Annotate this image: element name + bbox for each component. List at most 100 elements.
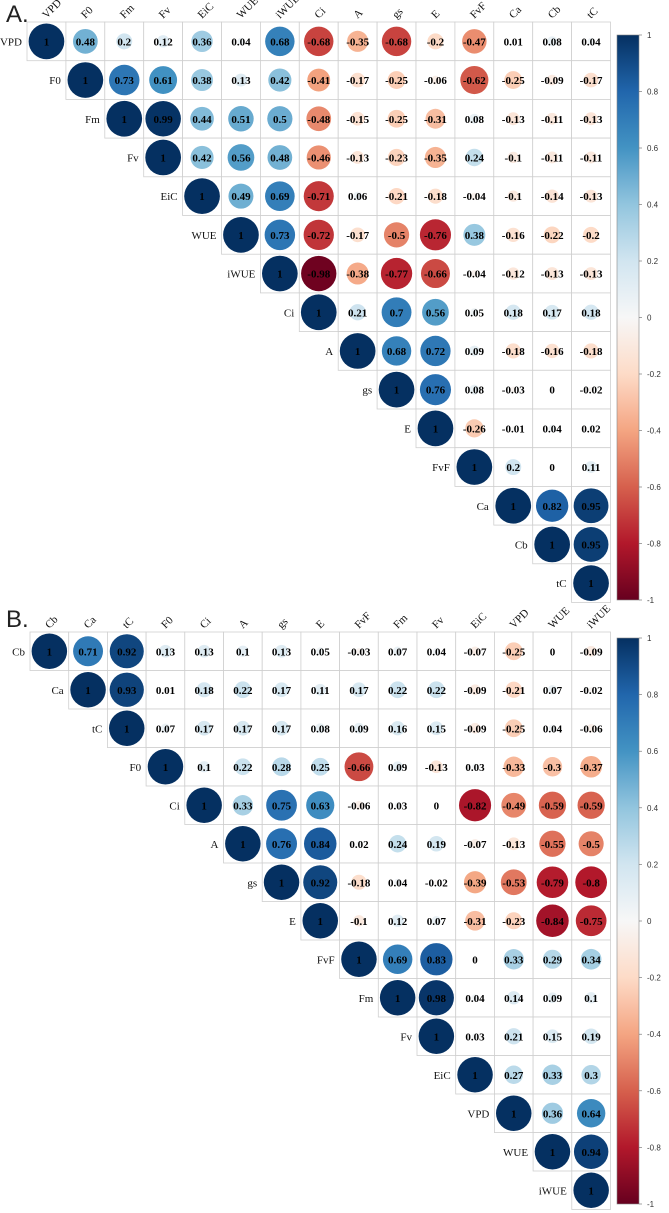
- correlation-circle: [341, 941, 377, 977]
- correlation-circle: [470, 308, 479, 317]
- correlation-circle: [227, 144, 255, 171]
- correlation-circle: [300, 294, 337, 331]
- row-label-tc: tC: [556, 578, 566, 590]
- row-label-e: E: [289, 916, 296, 928]
- correlation-value: -0.13: [502, 839, 525, 851]
- correlation-value: -0.49: [502, 800, 525, 812]
- column-label-fv: Fv: [157, 4, 174, 21]
- correlation-circle: [156, 35, 170, 48]
- correlation-value: -0.72: [307, 230, 330, 242]
- correlation-value: 0.03: [388, 800, 408, 812]
- colorbar-tick-label: 1: [647, 31, 652, 40]
- correlation-value: 0.1: [236, 646, 250, 658]
- correlation-circle: [420, 943, 453, 976]
- correlation-circle: [306, 106, 332, 132]
- correlation-value: 0.08: [465, 114, 485, 126]
- correlation-circle: [507, 837, 521, 851]
- correlation-value: -0.68: [385, 36, 408, 48]
- correlation-value: 1: [549, 539, 555, 551]
- correlation-circle: [465, 148, 484, 167]
- column-label-wue: WUE: [235, 0, 261, 21]
- correlation-circle: [471, 763, 479, 770]
- colorbar-tick-label: -1: [647, 596, 655, 605]
- row-label-iwue: iWUE: [227, 269, 255, 281]
- row-label-eic: EiC: [160, 191, 177, 203]
- correlation-value: -0.06: [347, 800, 370, 812]
- correlation-circle: [381, 297, 412, 328]
- correlation-value: 0.11: [311, 685, 330, 697]
- correlation-circle: [511, 39, 516, 44]
- correlation-value: 0.83: [427, 954, 447, 966]
- correlation-value: 0.68: [270, 36, 290, 48]
- correlation-value: -0.18: [347, 877, 370, 889]
- row-label-cb: Cb: [12, 646, 25, 658]
- correlation-value: -0.62: [463, 75, 486, 87]
- correlation-value: 0.98: [427, 993, 447, 1005]
- correlation-circle: [350, 72, 366, 88]
- correlation-value: 0.21: [504, 1031, 523, 1043]
- correlation-value: -0.09: [464, 685, 487, 697]
- correlation-circle: [428, 836, 445, 852]
- correlation-value: 1: [85, 685, 91, 697]
- cell-eic-wue: [221, 176, 261, 216]
- correlation-circle: [109, 634, 144, 669]
- correlation-value: 0.13: [156, 646, 176, 658]
- correlation-value: -0.06: [580, 723, 603, 735]
- correlation-value: 1: [240, 839, 246, 851]
- colorbar-tick-label: 1: [647, 634, 652, 643]
- correlation-value: -0.2: [427, 36, 445, 48]
- correlation-circle: [578, 831, 604, 857]
- correlation-circle: [147, 749, 184, 785]
- colorbar-tick-label: -0.8: [647, 1143, 661, 1152]
- correlation-circle: [547, 992, 558, 1004]
- correlation-circle: [237, 37, 245, 45]
- correlation-value: 0.15: [427, 723, 447, 735]
- correlation-circle: [379, 980, 416, 1016]
- correlation-value: 0.17: [233, 723, 253, 735]
- correlation-value: 0.11: [582, 462, 601, 474]
- correlation-value: 0.09: [349, 723, 369, 735]
- correlation-circle: [392, 646, 403, 656]
- column-label-iwue: iWUE: [273, 0, 302, 21]
- correlation-circle: [463, 871, 487, 894]
- column-label-f0: F0: [159, 614, 176, 631]
- correlation-value: 0.36: [192, 36, 212, 48]
- correlation-value: 1: [395, 993, 401, 1005]
- correlation-value: 0.22: [388, 685, 408, 697]
- correlation-value: -0.53: [502, 877, 525, 889]
- correlation-circle: [573, 488, 609, 524]
- correlation-value: -0.16: [541, 346, 564, 358]
- correlation-circle: [303, 827, 337, 861]
- correlation-value: -0.22: [541, 230, 564, 242]
- correlation-circle: [353, 191, 363, 201]
- row-label-ca: Ca: [51, 685, 63, 697]
- correlation-circle: [573, 1172, 609, 1208]
- correlation-value: 0.04: [427, 646, 447, 658]
- correlation-value: 0.82: [543, 501, 563, 513]
- correlation-circle: [584, 267, 598, 280]
- correlation-value: -0.07: [464, 839, 487, 851]
- correlation-value: 0.02: [349, 839, 369, 851]
- correlation-value: -0.03: [502, 385, 525, 397]
- colorbar-tick-label: 0.6: [647, 747, 659, 756]
- correlation-value: 0.1: [584, 993, 598, 1005]
- correlation-circle: [471, 994, 479, 1002]
- correlation-value: -0.13: [580, 191, 603, 203]
- correlation-circle: [585, 151, 597, 164]
- column-label-e: E: [429, 8, 442, 21]
- correlation-value: -0.12: [502, 269, 525, 281]
- cell-fvf-eic: [455, 939, 495, 979]
- row-label-wue: WUE: [191, 230, 216, 242]
- correlation-circle: [427, 188, 444, 204]
- correlation-value: -0.18: [502, 346, 525, 358]
- correlation-circle: [232, 795, 254, 816]
- correlation-circle: [470, 839, 480, 849]
- colorbar-tick-label: -0.2: [647, 370, 661, 379]
- correlation-circle: [145, 100, 181, 137]
- correlation-value: 0.05: [465, 307, 485, 319]
- correlation-circle: [67, 62, 104, 98]
- correlation-circle: [267, 106, 293, 132]
- correlation-circle: [469, 113, 480, 124]
- correlation-circle: [542, 757, 563, 777]
